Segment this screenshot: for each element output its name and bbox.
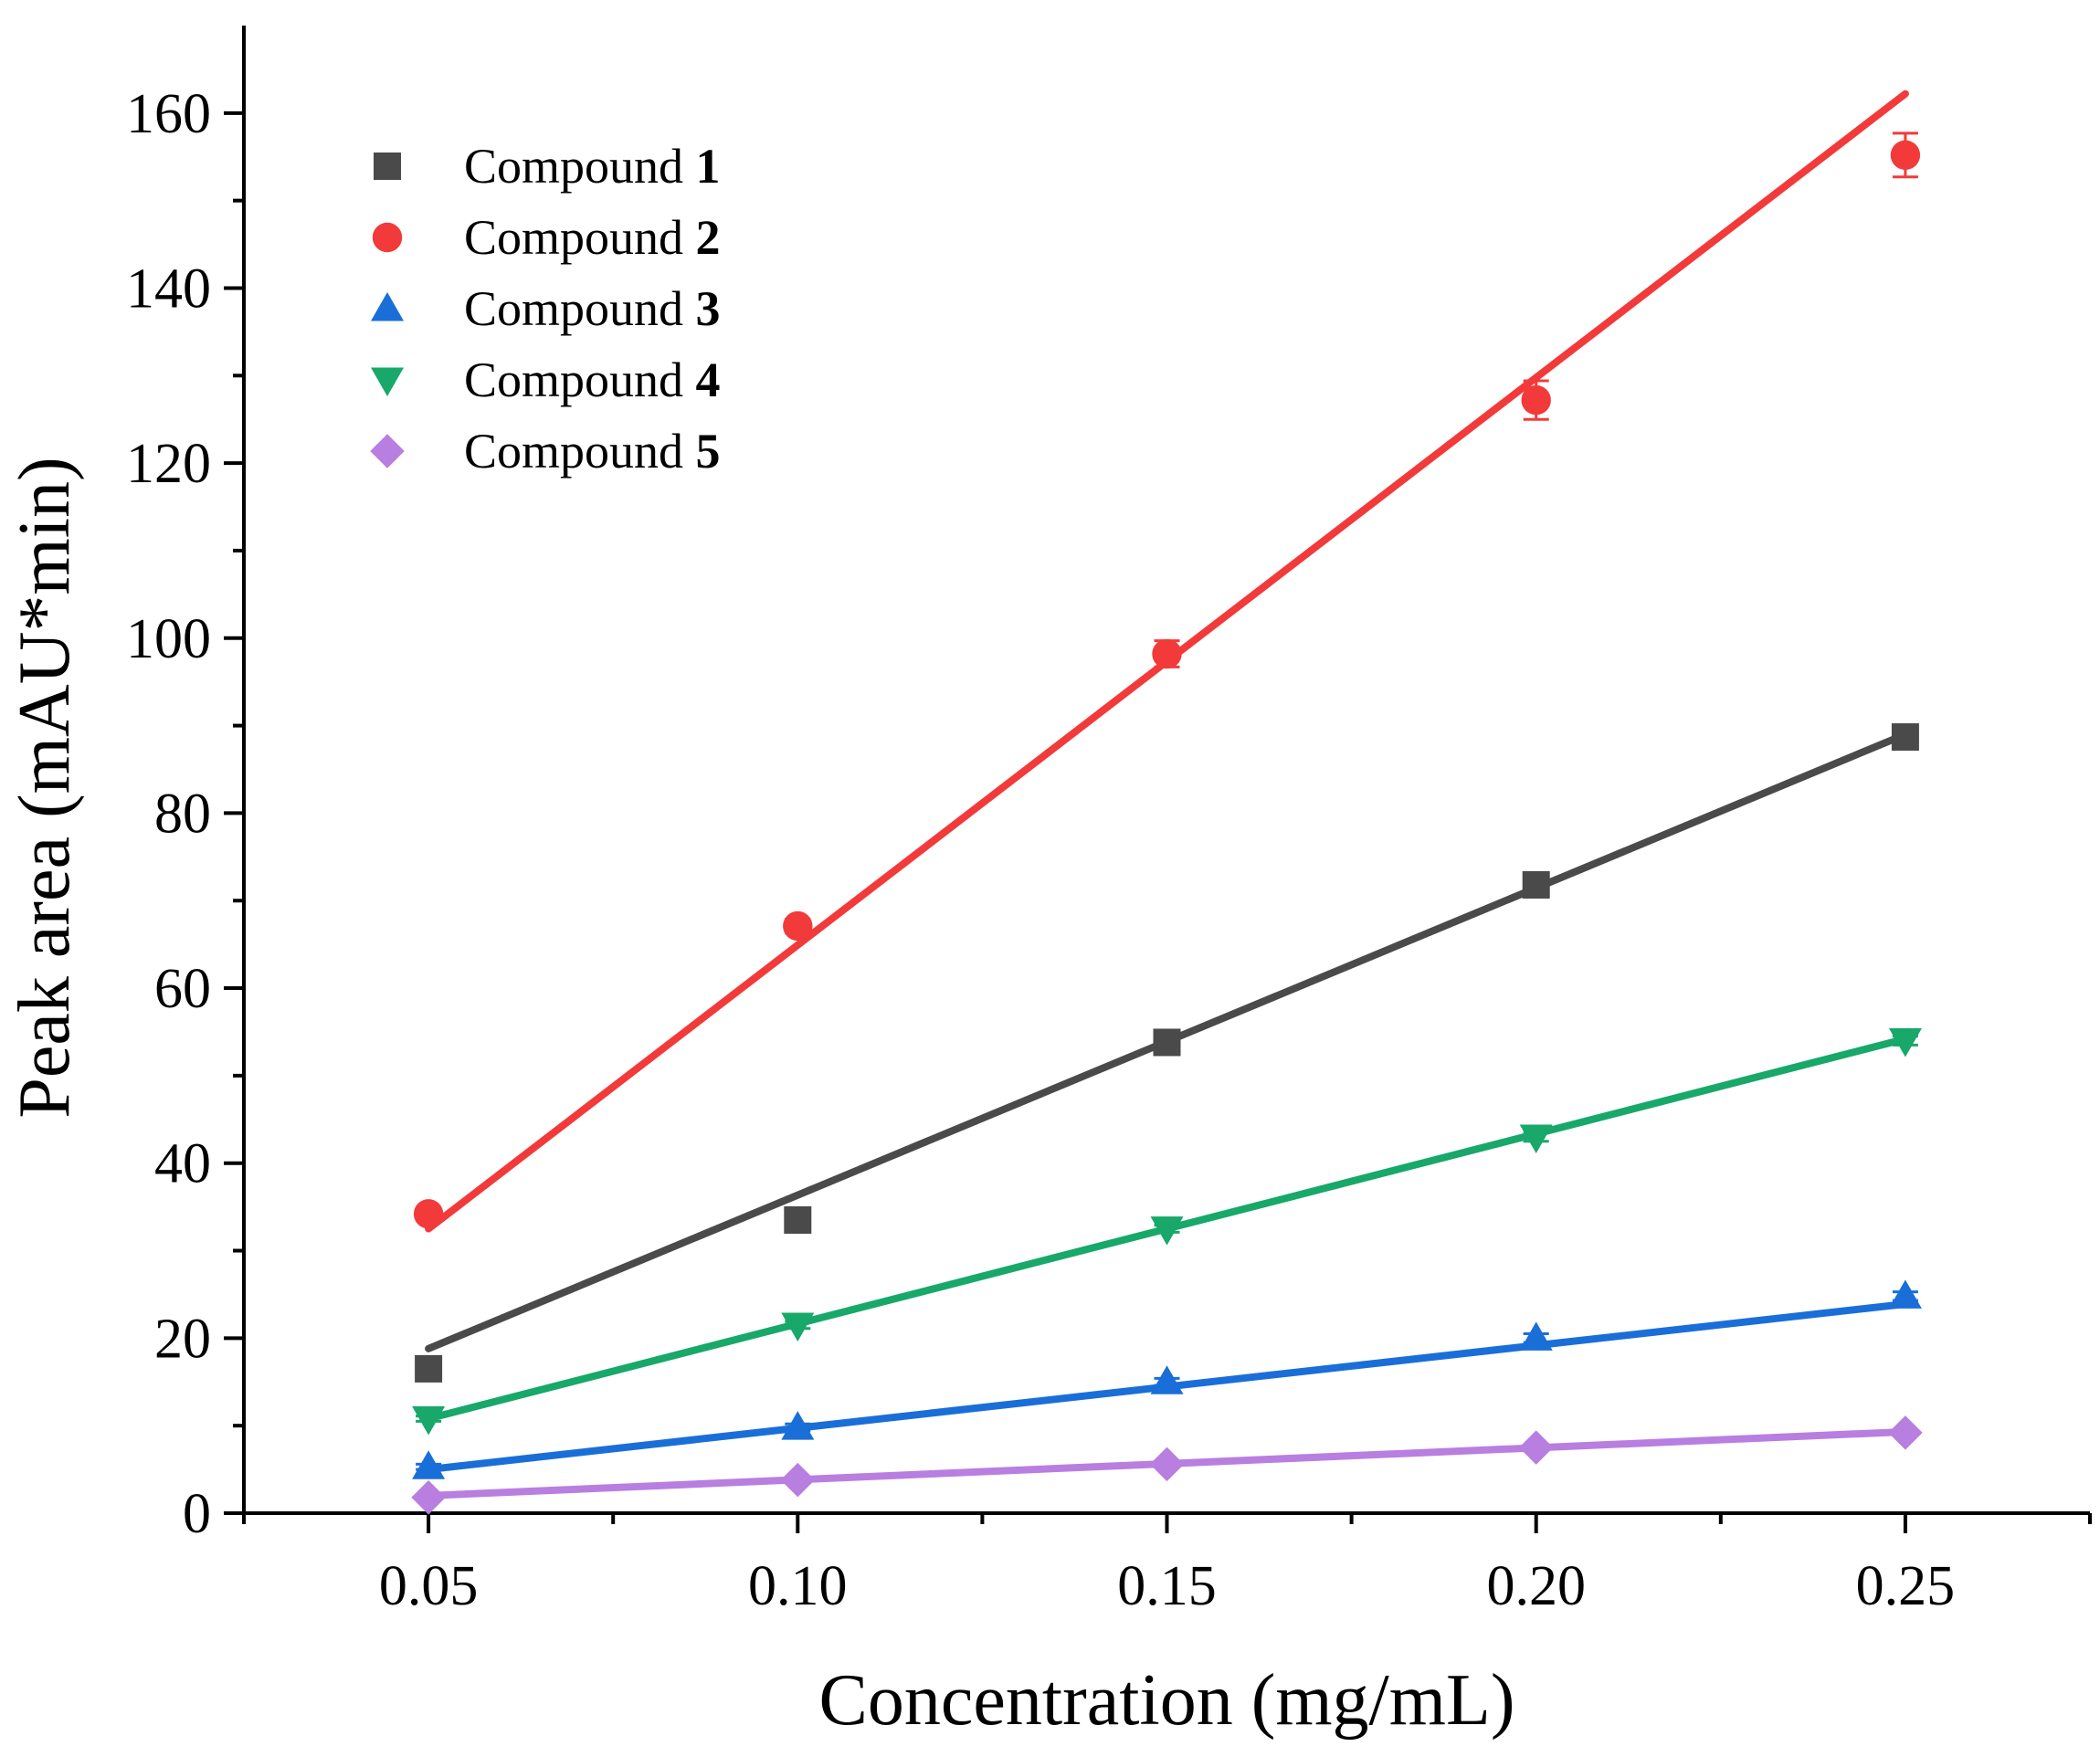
y-tick-label: 60 [154,958,211,1020]
x-tick-label: 0.25 [1856,1555,1956,1617]
legend-label-number: 3 [696,281,721,336]
y-axis-title: Peak area (mAU*min) [5,457,85,1118]
data-point-compound-4 [1519,1124,1553,1153]
legend-label: Compound 1 [464,139,721,194]
data-point-compound-2 [783,910,813,942]
legend-label: Compound 2 [464,210,721,265]
legend-label-name: Compound [464,210,696,265]
legend-label-number: 5 [696,424,721,479]
y-tick-label: 0 [183,1483,211,1545]
legend-marker-compound-1 [374,153,401,180]
data-point-compound-1 [415,1354,443,1383]
legend-label-name: Compound [464,352,696,407]
legend-label-name: Compound [464,424,696,479]
data-point-compound-3 [412,1450,446,1479]
error-bars [416,132,1918,1501]
data-point-compound-5 [1518,1430,1554,1465]
legend-label-number: 2 [696,210,721,265]
axes: 0 20 40 60 80 100 120 140 160 0.05 0.10 0.15 0.20 0.2… [126,26,2092,1617]
data-point-compound-4 [412,1406,446,1436]
x-tick-label: 0.05 [379,1555,479,1617]
y-tick-label: 80 [154,783,211,845]
x-tick-label: 0.20 [1486,1555,1586,1617]
data-point-compound-4 [1150,1216,1184,1246]
data-point-compound-5 [411,1480,446,1515]
data-point-compound-1 [1522,870,1550,899]
y-tick-label: 120 [126,433,211,495]
legend-label-number: 1 [696,139,721,194]
legend-label-name: Compound [464,281,696,336]
data-point-compound-1 [1891,723,1919,752]
legend-marker-compound-4 [371,367,404,396]
data-markers [411,140,1923,1515]
data-point-compound-5 [780,1462,816,1498]
data-point-compound-4 [781,1312,815,1341]
y-tick-label: 100 [126,608,211,670]
data-point-compound-2 [1152,638,1182,669]
legend-label: Compound 5 [464,424,721,479]
legend-marker-compound-3 [371,292,404,321]
data-point-compound-5 [1149,1447,1185,1482]
data-point-compound-3 [1888,1279,1922,1309]
data-point-compound-5 [1888,1415,1923,1450]
x-axis-title: Concentration (mg/mL) [818,1660,1514,1741]
legend-label-number: 4 [696,352,721,407]
y-tick-label: 160 [126,83,211,145]
x-tick-label: 0.10 [748,1555,848,1617]
data-point-compound-4 [1888,1028,1922,1057]
data-point-compound-1 [1153,1028,1181,1057]
legend-label-name: Compound [464,139,696,194]
y-tick-label: 20 [154,1308,211,1370]
data-point-compound-1 [784,1205,812,1234]
data-point-compound-2 [1890,140,1921,171]
legend-marker-compound-5 [370,434,405,468]
data-point-compound-3 [781,1411,815,1440]
y-tick-label: 140 [126,258,211,320]
data-point-compound-3 [1150,1365,1184,1394]
legend-marker-compound-2 [372,222,403,253]
data-point-compound-3 [1519,1321,1553,1351]
data-point-compound-2 [413,1199,444,1229]
legend-label: Compound 3 [464,281,721,336]
x-tick-label: 0.15 [1117,1555,1217,1617]
legend-label: Compound 4 [464,352,721,407]
data-point-compound-2 [1521,384,1551,416]
y-tick-label: 40 [154,1133,211,1195]
